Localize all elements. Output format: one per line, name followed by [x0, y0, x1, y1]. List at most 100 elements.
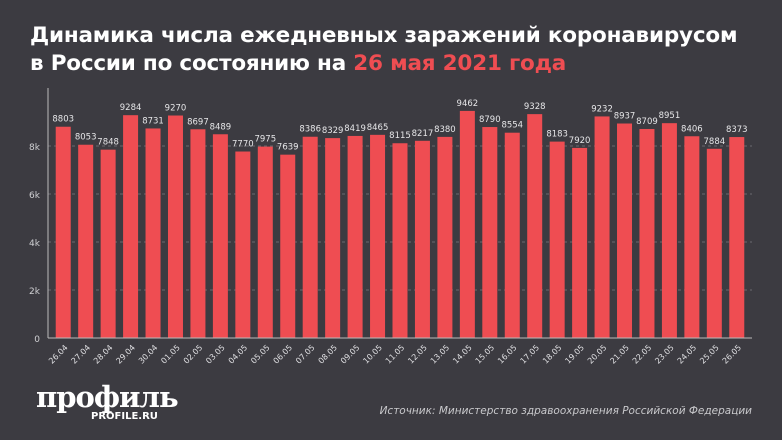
data-label: 7884: [704, 137, 726, 147]
x-tick-label: 03.05: [204, 343, 227, 366]
x-tick-label: 20.05: [586, 343, 609, 366]
y-tick-label: 0: [34, 335, 40, 345]
data-label: 7920: [569, 136, 591, 146]
data-label: 8937: [614, 112, 636, 122]
chart-title: Динамика числа ежедневных заражений коро…: [30, 22, 738, 78]
data-label: 7770: [232, 140, 254, 150]
bar: [482, 127, 498, 338]
y-tick-label: 8k: [29, 143, 41, 153]
bar: [55, 126, 71, 338]
bar: [212, 134, 228, 338]
bar: [190, 129, 206, 338]
title-prefix: в России по состоянию на: [30, 51, 354, 76]
y-tick-label: 6k: [29, 191, 41, 201]
bar: [572, 147, 588, 338]
data-label: 9462: [457, 99, 479, 109]
bar: [459, 110, 475, 338]
data-label: 7975: [254, 135, 276, 145]
bar: [280, 154, 296, 338]
x-tick-label: 12.05: [406, 343, 429, 366]
bar: [706, 148, 722, 338]
data-label: 8053: [75, 133, 97, 143]
bar: [145, 128, 161, 338]
data-label: 7848: [97, 138, 119, 148]
bar: [78, 144, 94, 338]
x-tick-label: 28.04: [92, 343, 115, 366]
data-label: 8697: [187, 117, 209, 127]
x-tick-label: 14.05: [451, 343, 474, 366]
x-tick-label: 25.05: [698, 343, 721, 366]
data-label: 8380: [434, 125, 456, 135]
data-label: 8554: [501, 121, 523, 131]
data-label: 8329: [322, 126, 344, 136]
data-label: 7639: [277, 143, 299, 153]
data-label: 8465: [367, 123, 389, 133]
bar: [302, 136, 318, 338]
x-tick-label: 04.05: [227, 343, 250, 366]
x-tick-label: 01.05: [159, 343, 182, 366]
logo-url: PROFILE.RU: [91, 411, 158, 422]
x-tick-label: 19.05: [563, 343, 586, 366]
bar: [235, 151, 251, 338]
bar: [661, 123, 677, 339]
source-note: Источник: Министерство здравоохранения Р…: [379, 405, 752, 417]
title-date: 26 мая 2021 года: [353, 51, 567, 76]
x-tick-label: 06.05: [272, 343, 295, 366]
data-label: 9232: [591, 104, 613, 114]
data-label: 8115: [389, 131, 411, 141]
data-label: 8183: [546, 130, 568, 140]
x-tick-label: 13.05: [429, 343, 452, 366]
title-line-1: Динамика числа ежедневных заражений коро…: [30, 23, 738, 48]
data-label: 9284: [120, 103, 142, 113]
bar: [527, 114, 543, 339]
bar: [594, 116, 610, 338]
x-tick-label: 09.05: [339, 343, 362, 366]
data-label: 8803: [52, 115, 74, 125]
x-tick-label: 10.05: [361, 343, 384, 366]
x-tick-label: 22.05: [631, 343, 654, 366]
y-tick-label: 2k: [29, 287, 41, 297]
data-label: 8951: [659, 111, 681, 121]
data-label: 8406: [681, 124, 703, 134]
x-tick-label: 26.04: [47, 343, 70, 366]
x-tick-label: 08.05: [316, 343, 339, 366]
y-tick-label: 4k: [29, 239, 41, 249]
x-tick-label: 02.05: [182, 343, 205, 366]
data-label: 9328: [524, 102, 546, 112]
bar: [639, 128, 655, 338]
bar: [347, 135, 363, 338]
data-label: 8731: [142, 116, 164, 126]
data-label: 8709: [636, 117, 658, 127]
bar: [729, 137, 745, 338]
x-tick-label: 29.04: [114, 343, 137, 366]
bar: [684, 136, 700, 338]
x-tick-label: 24.05: [676, 343, 699, 366]
x-tick-label: 23.05: [653, 343, 676, 366]
bar: [100, 149, 116, 338]
data-label: 8386: [299, 125, 321, 135]
x-tick-label: 30.04: [137, 343, 160, 366]
bar: [167, 115, 183, 339]
title-line-2: в России по состоянию на 26 мая 2021 год…: [30, 50, 737, 78]
data-label: 8217: [412, 129, 434, 139]
bar: [549, 141, 565, 338]
bar: [257, 146, 273, 338]
bar: [123, 115, 139, 339]
bar: [437, 136, 453, 338]
data-label: 8790: [479, 115, 501, 125]
x-tick-label: 26.05: [721, 343, 744, 366]
data-label: 8489: [210, 122, 232, 132]
data-label: 9270: [165, 104, 187, 114]
data-label: 8373: [726, 125, 748, 135]
bar: [504, 132, 520, 338]
bar: [392, 143, 408, 338]
logo: профиль: [36, 380, 179, 414]
bar: [617, 123, 633, 339]
data-label: 8419: [344, 124, 366, 134]
x-tick-label: 11.05: [384, 343, 407, 366]
x-tick-label: 05.05: [249, 343, 272, 366]
x-tick-label: 16.05: [496, 343, 519, 366]
x-tick-label: 21.05: [608, 343, 631, 366]
bar: [370, 134, 386, 338]
